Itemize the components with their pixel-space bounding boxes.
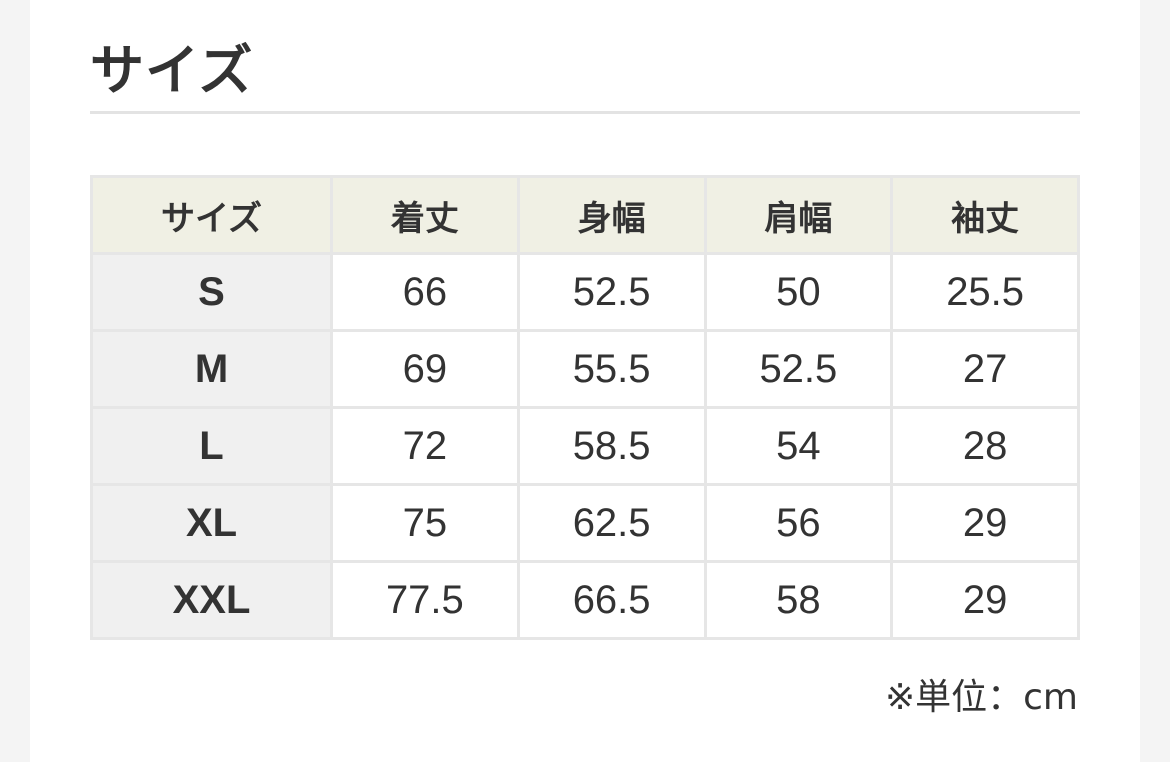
- table-row: S 66 52.5 50 25.5: [90, 252, 1080, 332]
- size-table: サイズ 着丈 身幅 肩幅 袖丈 S 66 52.5 50 25.5 M 69 55.5 52.5…: [90, 175, 1080, 640]
- cell-length: 77.5: [330, 560, 520, 640]
- header-sleeve: 袖丈: [890, 175, 1080, 255]
- cell-shoulder: 54: [703, 406, 894, 486]
- cell-width: 52.5: [516, 252, 707, 332]
- unit-note: ※単位：cm: [884, 677, 1078, 718]
- cell-length: 66: [330, 252, 520, 332]
- cell-shoulder: 56: [703, 483, 894, 563]
- table-row: XXL 77.5 66.5 58 29: [90, 560, 1080, 640]
- header-length: 着丈: [330, 175, 520, 255]
- header-shoulder: 肩幅: [703, 175, 894, 255]
- header-size: サイズ: [90, 175, 333, 255]
- section-title: サイズ: [90, 39, 254, 102]
- table-row: XL 75 62.5 56 29: [90, 483, 1080, 563]
- cell-sleeve: 25.5: [890, 252, 1080, 332]
- table-row: L 72 58.5 54 28: [90, 406, 1080, 486]
- table-row: M 69 55.5 52.5 27: [90, 329, 1080, 409]
- cell-shoulder: 58: [703, 560, 894, 640]
- cell-size: XL: [90, 483, 333, 563]
- cell-sleeve: 29: [890, 560, 1080, 640]
- cell-width: 66.5: [516, 560, 707, 640]
- table-header-row: サイズ 着丈 身幅 肩幅 袖丈: [90, 175, 1080, 255]
- cell-width: 58.5: [516, 406, 707, 486]
- cell-shoulder: 52.5: [703, 329, 894, 409]
- title-divider: [90, 111, 1080, 114]
- cell-sleeve: 27: [890, 329, 1080, 409]
- cell-length: 69: [330, 329, 520, 409]
- cell-size: M: [90, 329, 333, 409]
- cell-sleeve: 29: [890, 483, 1080, 563]
- cell-length: 75: [330, 483, 520, 563]
- cell-size: XXL: [90, 560, 333, 640]
- cell-size: L: [90, 406, 333, 486]
- cell-width: 62.5: [516, 483, 707, 563]
- cell-width: 55.5: [516, 329, 707, 409]
- cell-size: S: [90, 252, 333, 332]
- cell-length: 72: [330, 406, 520, 486]
- cell-shoulder: 50: [703, 252, 894, 332]
- header-width: 身幅: [516, 175, 707, 255]
- cell-sleeve: 28: [890, 406, 1080, 486]
